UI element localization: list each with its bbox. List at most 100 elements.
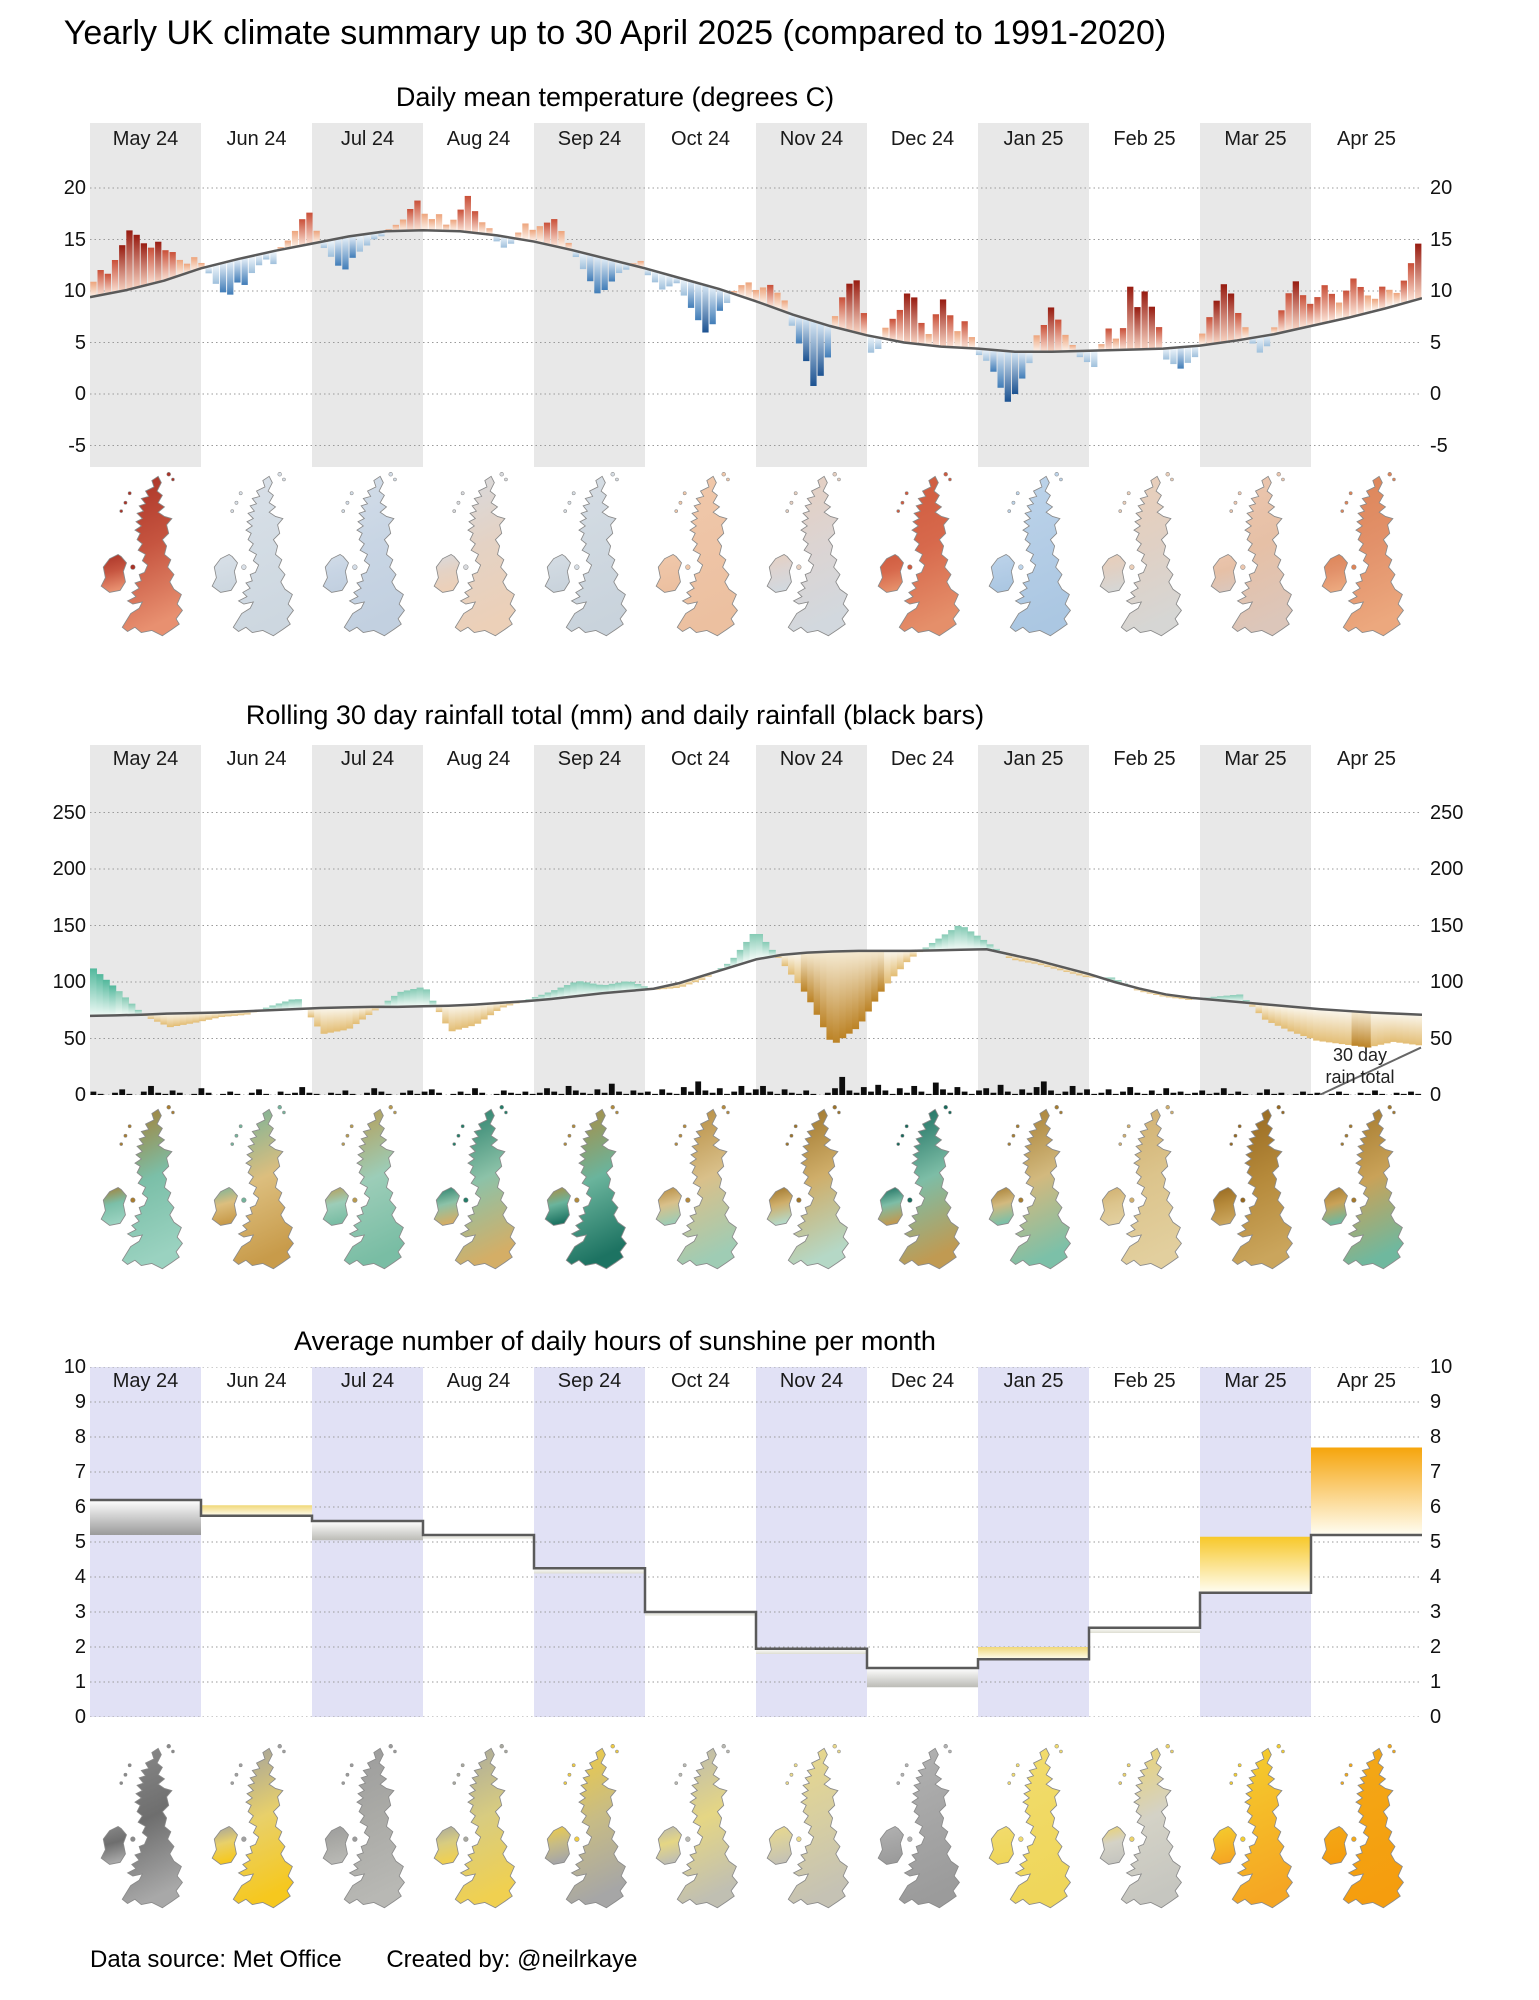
small-island [1015, 1763, 1020, 1768]
y-axis-tick-label: 3 [1430, 1601, 1442, 1623]
rainfall-below-normal-fill [243, 1011, 251, 1015]
rainfall-below-normal-fill [1364, 1012, 1372, 1048]
rainfall-above-normal-fill [1229, 995, 1237, 1002]
rainfall-above-normal-fill [960, 927, 968, 950]
temp-anomaly-bar [1134, 307, 1141, 350]
sunshine-anomaly-fill [867, 1668, 978, 1688]
great-britain-outline [898, 1108, 960, 1270]
great-britain-outline [1231, 475, 1293, 637]
temp-anomaly-bar [284, 240, 291, 249]
y-axis-tick-label: 2 [1430, 1636, 1442, 1658]
rainfall-below-normal-fill [852, 950, 860, 1030]
temp-anomaly-bar [781, 300, 788, 312]
temp-anomaly-bar [320, 241, 327, 248]
small-island [789, 1133, 794, 1138]
sunshine-anomaly-fill [201, 1505, 312, 1516]
daily-rainfall-bar [875, 1084, 882, 1095]
rainfall-below-normal-fill [832, 951, 840, 1043]
small-island [241, 1197, 247, 1203]
daily-rainfall-bar [1307, 1093, 1314, 1095]
ireland-outline [322, 1825, 349, 1865]
small-island [1387, 1105, 1392, 1110]
small-island [241, 564, 247, 570]
month-label: Sep 24 [558, 128, 621, 150]
y-axis-tick-label: 1 [74, 1671, 86, 1693]
small-island [1018, 564, 1024, 570]
temp-anomaly-bar [918, 322, 925, 345]
temp-anomaly-bar [1213, 300, 1220, 343]
small-island [1351, 1197, 1357, 1203]
rainfall-below-normal-fill [1140, 989, 1148, 993]
small-island [504, 1110, 508, 1115]
sunshine-anomaly-map-oct-24 [655, 1744, 738, 1909]
daily-rainfall-bar [205, 1092, 212, 1095]
temp-anomaly-bar [507, 237, 515, 244]
small-island [1165, 1744, 1170, 1749]
daily-rainfall-bar [1012, 1093, 1018, 1095]
month-label: Jan 25 [1003, 1370, 1063, 1392]
daily-rainfall-bar [1372, 1090, 1378, 1095]
temp-anomaly-bar [493, 235, 500, 242]
daily-rainfall-bar [968, 1093, 975, 1095]
temp-anomaly-bar [709, 287, 716, 325]
rainfall-below-normal-fill [659, 986, 667, 990]
rainfall-below-normal-fill [839, 951, 847, 1039]
rainfall-below-normal-fill [371, 1006, 379, 1011]
temp-anomaly-bar [666, 275, 673, 287]
temp-anomaly-bar [659, 273, 666, 290]
small-island [1233, 1133, 1238, 1138]
small-island [685, 1197, 691, 1203]
y-axis-tick-label: 20 [63, 177, 86, 199]
rainfall-below-normal-fill [1146, 991, 1154, 994]
small-island [1340, 1781, 1344, 1785]
ireland-outline [100, 553, 127, 593]
small-island [785, 1142, 789, 1146]
small-island [900, 1772, 905, 1777]
daily-rainfall-bar [349, 1093, 356, 1095]
ireland-outline [1321, 1186, 1348, 1226]
month-label: Nov 24 [780, 128, 843, 150]
ireland-outline [1210, 553, 1237, 593]
rainfall-below-normal-fill [1037, 961, 1045, 966]
daily-rainfall-bar [680, 1087, 687, 1095]
small-island [166, 472, 171, 477]
temp-anomaly-bar [104, 273, 111, 295]
daily-rainfall-bar [1400, 1093, 1407, 1095]
temp-anomaly-bar [572, 250, 579, 257]
daily-rainfall-bar [918, 1091, 925, 1095]
small-island [1054, 1744, 1059, 1749]
rainfall-below-normal-fill [487, 1003, 495, 1016]
small-island [463, 564, 469, 570]
rainfall-below-normal-fill [320, 1007, 328, 1034]
rainfall-below-normal-fill [704, 974, 712, 977]
daily-rainfall-bar [1242, 1093, 1249, 1095]
temp-anomaly-bar [882, 327, 889, 340]
daily-rainfall-bar [1300, 1091, 1306, 1095]
small-island [499, 1744, 504, 1749]
rainfall-below-normal-fill [435, 1005, 443, 1013]
small-island [463, 1836, 469, 1842]
temp-anomaly-bar [407, 209, 414, 231]
temp-anomaly-bar [594, 256, 601, 294]
sunshine-normal-step-line [90, 1498, 1422, 1670]
small-island [948, 1749, 952, 1754]
small-island [1344, 1772, 1349, 1777]
small-island [1118, 1142, 1122, 1146]
rainfall-below-normal-fill [1377, 1013, 1385, 1045]
rainfall-anomaly-map-feb-25 [1099, 1105, 1182, 1270]
daily-rainfall-bar [601, 1092, 608, 1095]
y-axis-tick-label: 0 [74, 1706, 86, 1728]
small-island [563, 1142, 567, 1146]
temp-anomaly-bar [1062, 334, 1069, 352]
temp-anomaly-bar [788, 314, 795, 326]
daily-rainfall-bar [284, 1093, 291, 1095]
temperature-anomaly-map-mar-25 [1210, 472, 1293, 637]
rainfall-above-normal-fill [576, 981, 584, 996]
daily-rainfall-bar [414, 1093, 421, 1095]
daily-rainfall-bar [673, 1093, 680, 1095]
rainfall-above-normal-fill [96, 974, 104, 1016]
temperature-anomaly-map-may-24 [100, 472, 183, 637]
rainfall-below-normal-fill [1165, 995, 1173, 998]
small-island [1351, 1836, 1357, 1842]
small-island [721, 1744, 726, 1749]
